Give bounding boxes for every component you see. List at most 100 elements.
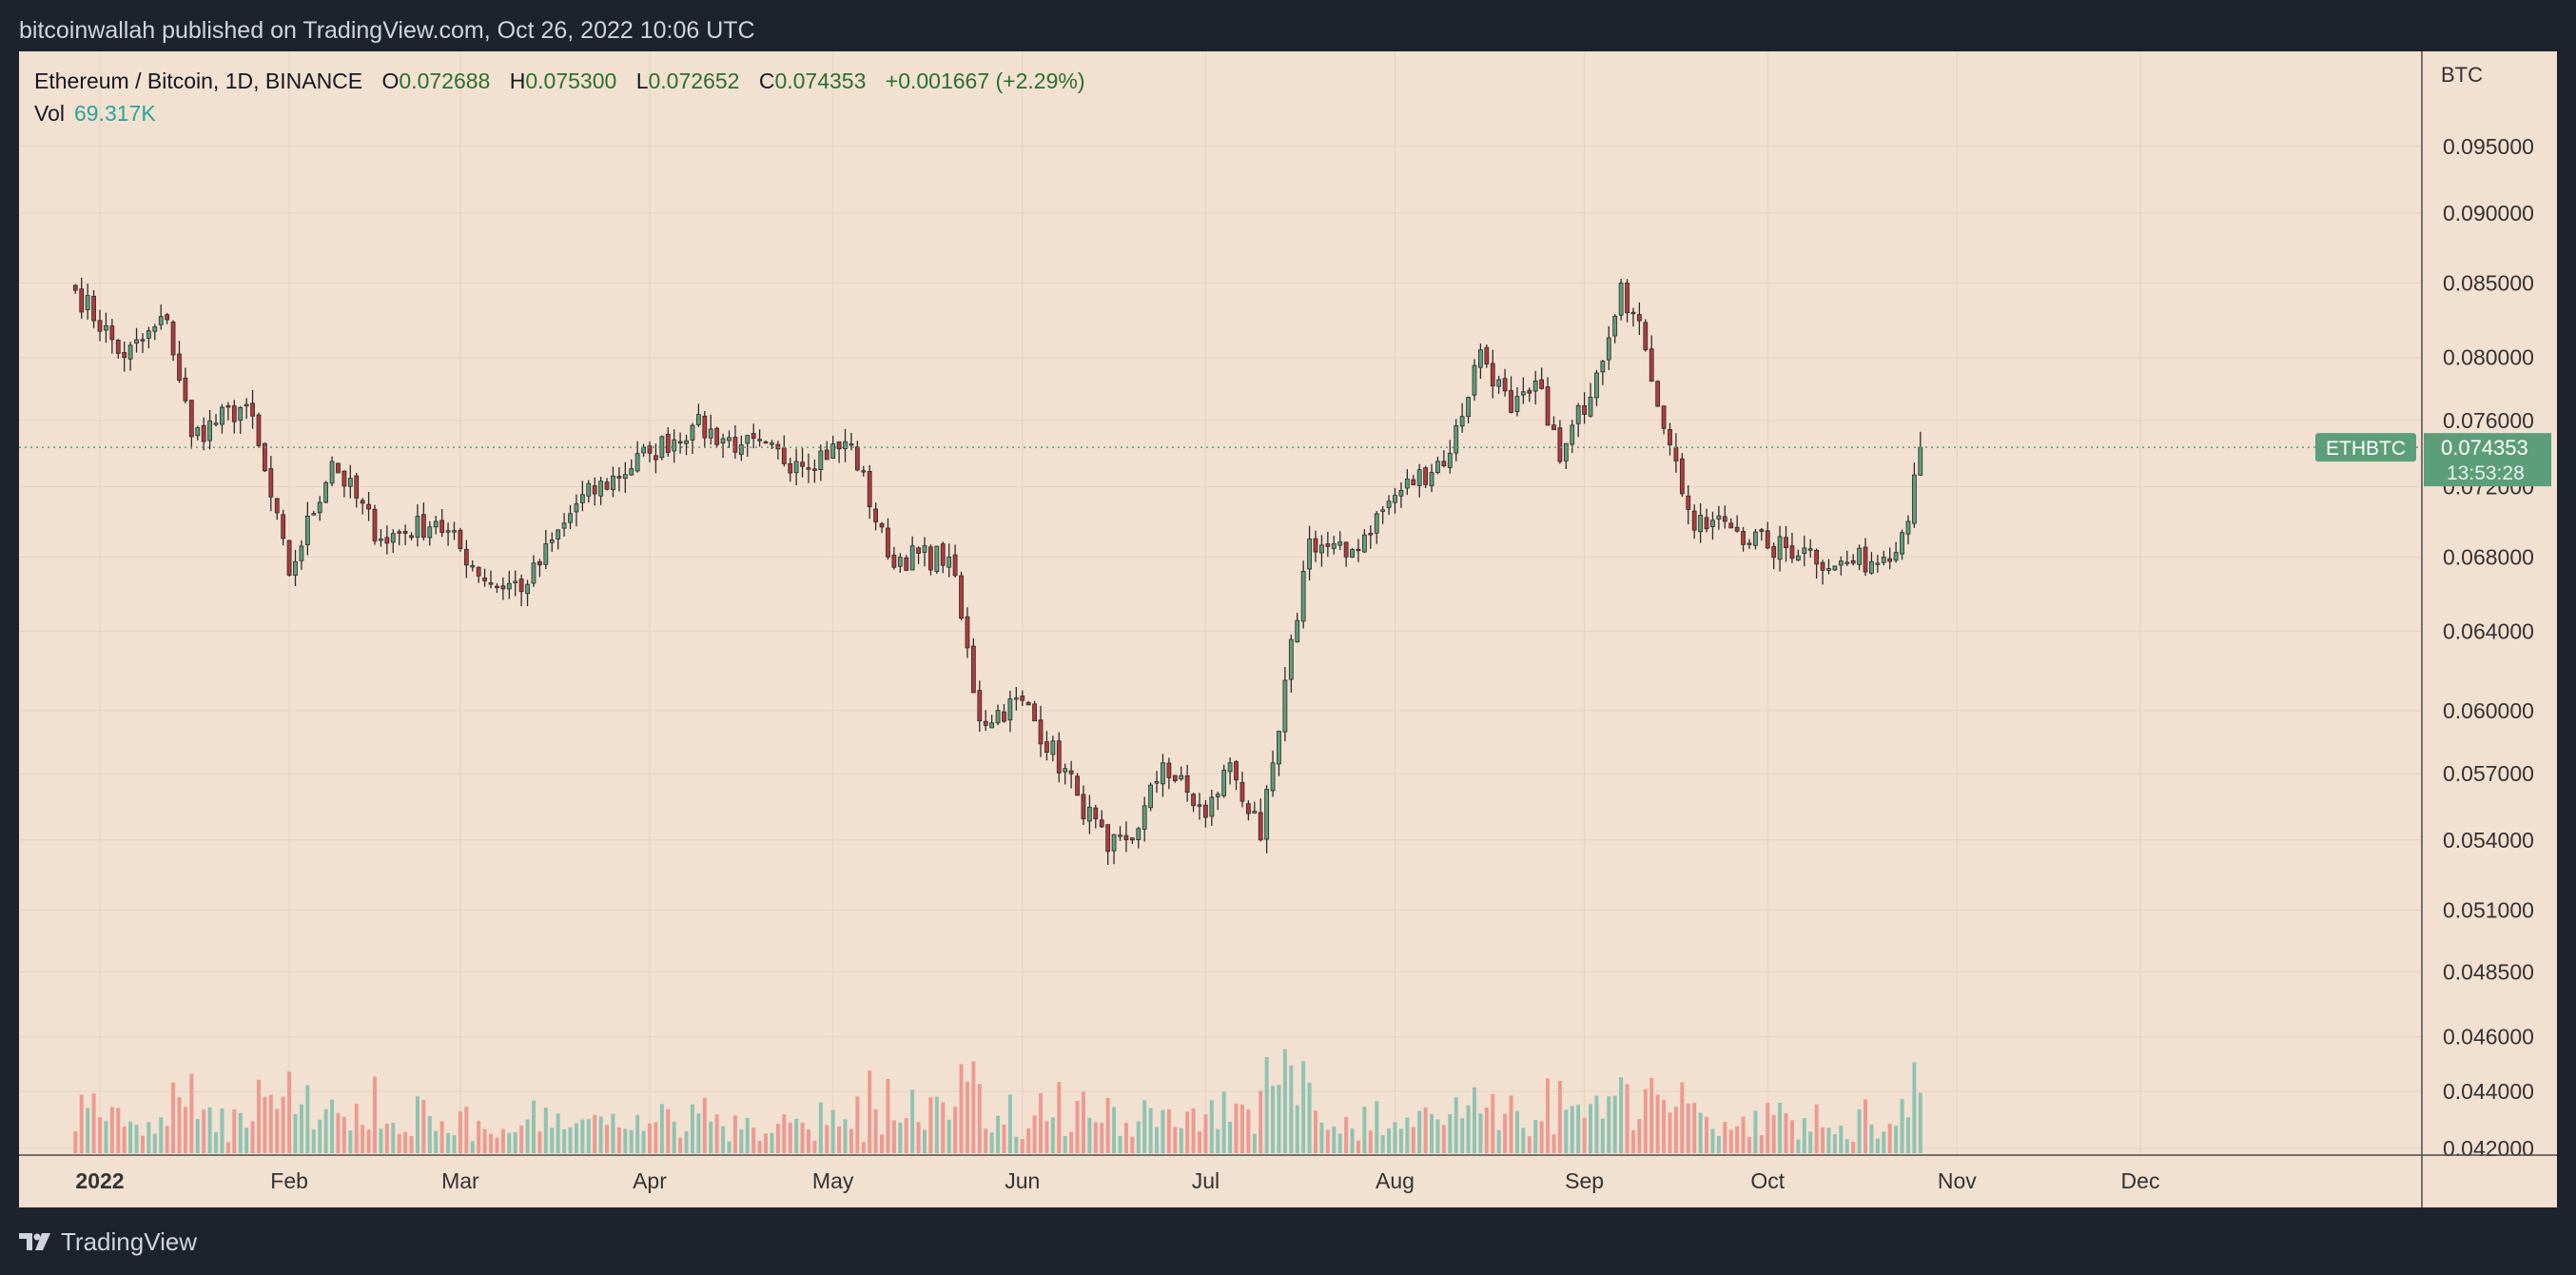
volume-bar: [293, 1113, 298, 1153]
volume-bar: [1662, 1100, 1667, 1153]
volume-bar: [1216, 1128, 1220, 1153]
volume-bar: [1802, 1118, 1806, 1153]
volume-bar: [1875, 1138, 1880, 1153]
candle-body: [402, 531, 408, 534]
candle-body: [1136, 828, 1142, 840]
candle-body: [1337, 541, 1343, 546]
volume-bar: [989, 1132, 994, 1153]
volume-bar: [666, 1108, 671, 1153]
candle-body: [879, 522, 885, 528]
candle-body: [1209, 796, 1215, 817]
volume-bar: [727, 1141, 732, 1153]
volume-bar: [1105, 1097, 1110, 1153]
candle-body: [861, 470, 867, 473]
volume-bar: [452, 1134, 457, 1153]
candle-body: [647, 445, 653, 454]
volume-bar: [562, 1128, 567, 1153]
volume-bar: [1044, 1121, 1049, 1153]
price-chart[interactable]: BTC 0.095000 0.090000 0.085000 0.080000 0.076…: [19, 51, 2557, 1207]
volume-bar: [220, 1108, 224, 1153]
volume-bar: [421, 1099, 426, 1153]
time-tick-label: Oct: [1750, 1168, 1785, 1193]
volume-bar: [641, 1130, 646, 1153]
volume-bar: [1002, 1124, 1006, 1153]
candle-body: [543, 543, 549, 565]
volume-bar: [1869, 1124, 1874, 1153]
candle-body: [134, 339, 139, 344]
candle-body: [1252, 811, 1258, 814]
footer-brand[interactable]: TradingView: [19, 1220, 197, 1264]
volume-bar: [1619, 1077, 1624, 1153]
candle-body: [1350, 549, 1355, 558]
candle-body: [263, 442, 267, 472]
volume-bar: [1912, 1062, 1917, 1153]
volume-bar: [1551, 1134, 1556, 1153]
volume-bar: [446, 1132, 451, 1153]
volume-bar: [1148, 1108, 1153, 1153]
volume-bar: [702, 1097, 707, 1153]
volume-bar: [1887, 1123, 1892, 1153]
candle-body: [1893, 552, 1899, 561]
volume-bar: [977, 1084, 982, 1153]
volume-bar: [1087, 1117, 1092, 1153]
candle-body: [1454, 425, 1459, 454]
candle-body: [104, 324, 108, 331]
volume-bar: [1314, 1110, 1317, 1153]
candle-body: [641, 446, 646, 454]
candle-body: [299, 545, 304, 561]
candle-body: [304, 515, 310, 545]
volume-bar: [207, 1107, 212, 1153]
volume-bar: [391, 1123, 396, 1153]
candle-body: [506, 582, 512, 590]
volume-label: Vol: [34, 101, 65, 126]
volume-bar: [1093, 1122, 1098, 1153]
volume-bar: [146, 1122, 151, 1153]
candle-body: [836, 441, 842, 450]
volume-bar: [1900, 1098, 1904, 1153]
volume-bar: [1411, 1127, 1415, 1153]
volume-bar: [861, 1142, 866, 1153]
volume-bar: [556, 1113, 560, 1153]
volume-bar: [550, 1128, 555, 1153]
candle-body: [1215, 794, 1220, 797]
volume-bar: [1100, 1123, 1104, 1153]
volume-bar: [1576, 1104, 1581, 1153]
volume-bar: [745, 1117, 750, 1153]
candle-body: [1068, 770, 1074, 775]
symbol-legend: Ethereum / Bitcoin, 1D, BINANCE O0.07268…: [34, 65, 1084, 97]
volume-bar: [654, 1122, 658, 1153]
candle-body: [1123, 834, 1129, 841]
candle-body: [311, 513, 317, 516]
volume-bar: [1136, 1121, 1141, 1153]
candle-body: [1582, 405, 1587, 415]
candle-body: [1386, 500, 1392, 508]
countdown-label: 13:53:28: [2447, 462, 2525, 484]
candle-body: [1300, 570, 1306, 622]
volume-bar: [1307, 1082, 1312, 1153]
volume-bar: [873, 1108, 878, 1153]
candle-body: [1472, 364, 1477, 396]
chart-pane[interactable]: BTC 0.095000 0.090000 0.085000 0.080000 0.076…: [19, 51, 2557, 1207]
volume-bar: [73, 1131, 78, 1153]
volume-bar: [384, 1123, 389, 1153]
candle-body: [1179, 775, 1184, 780]
volume-bar: [439, 1121, 444, 1153]
price-tick-label: 0.057000: [2443, 761, 2534, 786]
volume-bar: [1173, 1127, 1178, 1153]
time-tick-label: Feb: [270, 1168, 308, 1193]
candle-body: [928, 546, 933, 571]
volume-bar: [941, 1102, 946, 1153]
candle-body: [1509, 390, 1513, 413]
volume-bar: [403, 1131, 408, 1153]
volume-bar: [1032, 1115, 1037, 1153]
candle-body: [379, 539, 383, 541]
volume-bar: [1539, 1121, 1544, 1153]
candle-body: [800, 461, 805, 467]
candle-body: [867, 471, 872, 508]
candle-body: [1447, 452, 1453, 468]
price-tick-label: 0.042000: [2443, 1136, 2534, 1161]
volume-bar: [684, 1131, 689, 1153]
candle-body: [1154, 781, 1160, 784]
volume-bar: [1380, 1135, 1385, 1153]
volume-bar: [165, 1126, 169, 1153]
